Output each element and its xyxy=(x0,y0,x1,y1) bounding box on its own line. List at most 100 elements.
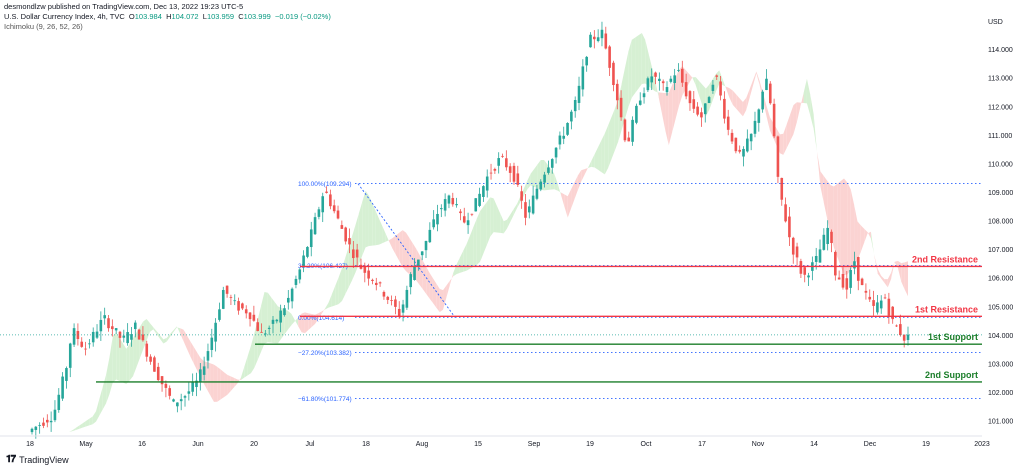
cloud-segment xyxy=(739,98,743,117)
cloud-segment xyxy=(109,335,113,395)
cloud-segment xyxy=(715,70,720,92)
brand-name[interactable]: TradingView xyxy=(19,454,69,465)
candle-body xyxy=(703,103,707,115)
candle-body xyxy=(221,289,225,309)
cloud-segment xyxy=(163,337,167,344)
cloud-segment xyxy=(122,343,127,385)
cloud-segment xyxy=(584,167,588,175)
cloud-segment xyxy=(800,93,804,108)
candle-body xyxy=(34,426,38,430)
cloud-segment xyxy=(840,178,844,276)
cloud-segment xyxy=(358,202,363,265)
x-tick-label: Oct xyxy=(641,441,652,448)
candle-body xyxy=(179,399,183,402)
candle-body xyxy=(260,331,263,333)
candle-body xyxy=(440,208,443,210)
cloud-segment xyxy=(614,99,619,151)
candle-body xyxy=(650,76,654,83)
cloud-segment xyxy=(301,312,305,334)
candle-body xyxy=(768,83,772,104)
candle-body xyxy=(286,297,290,303)
candle-body xyxy=(111,326,114,330)
cloud-segment xyxy=(591,154,595,168)
candle-body xyxy=(543,174,546,183)
indicator-line[interactable]: Ichimoku (9, 26, 52, 26) xyxy=(4,22,83,31)
cloud-segment xyxy=(463,243,467,272)
cloud-segment xyxy=(230,376,235,391)
candle-body xyxy=(734,137,738,152)
candle-body xyxy=(447,195,451,204)
cloud-segment xyxy=(146,319,150,341)
cloud-segment xyxy=(79,423,83,429)
currency-label: USD xyxy=(988,19,1003,26)
cloud-segment xyxy=(170,330,174,337)
candle-body xyxy=(631,119,634,142)
candle-body xyxy=(612,62,615,86)
cloud-segment xyxy=(554,173,558,191)
cloud-segment xyxy=(527,173,531,190)
cloud-segment xyxy=(486,197,491,245)
cloud-segment xyxy=(729,88,733,105)
y-tick-label: 105.000 xyxy=(988,304,1013,311)
cloud-segment xyxy=(604,125,609,175)
cloud-segment xyxy=(129,338,134,381)
cloud-segment xyxy=(658,92,663,115)
candle-body xyxy=(730,132,734,142)
cloud-segment xyxy=(749,80,754,98)
cloud-segment xyxy=(311,313,316,328)
cloud-segment xyxy=(567,189,572,218)
tradingview-logo-icon[interactable]: 𝟏𝟕 xyxy=(6,454,16,465)
cloud-segment xyxy=(662,92,666,131)
support-resistance-levels: 2nd Resistance106.3961st Resistance104.6… xyxy=(0,254,1017,387)
cloud-segment xyxy=(847,182,851,275)
cloud-segment xyxy=(399,230,403,267)
candle-body xyxy=(244,309,248,314)
candle-body xyxy=(405,289,409,308)
cloud-segment xyxy=(587,160,592,168)
cloud-segment xyxy=(240,366,245,380)
candle-body xyxy=(757,109,761,123)
candle-body xyxy=(692,99,696,109)
cloud-segment xyxy=(571,182,575,209)
cloud-segment xyxy=(699,80,703,106)
candle-body xyxy=(474,198,478,212)
cloud-segment xyxy=(298,313,302,333)
fibonacci-levels: 100.00%(109.294)38.20%(106.427)0.00%(104… xyxy=(298,181,982,403)
cloud-segment xyxy=(628,39,632,108)
cloud-segment xyxy=(422,260,427,294)
y-tick-label: 113.000 xyxy=(988,76,1013,83)
cloud-segment xyxy=(786,114,791,149)
footer: 𝟏𝟕 TradingView xyxy=(6,454,69,465)
candle-body xyxy=(420,251,424,256)
cloud-segment xyxy=(432,278,437,308)
cloud-segment xyxy=(405,232,410,275)
cloud-segment xyxy=(186,335,191,357)
cloud-segment xyxy=(746,89,750,110)
candle-body xyxy=(470,213,474,215)
x-tick-label: Aug xyxy=(416,441,429,448)
candle-body xyxy=(371,279,374,281)
candle-body xyxy=(895,325,898,327)
cloud-segment xyxy=(624,51,629,119)
cloud-segment xyxy=(439,288,444,313)
candle-body xyxy=(355,249,359,258)
candle-body xyxy=(38,425,41,426)
candle-body xyxy=(206,351,210,361)
cloud-segment xyxy=(709,79,713,110)
candle-body xyxy=(665,87,669,93)
cloud-segment xyxy=(496,205,501,233)
cloud-segment xyxy=(510,208,514,222)
candle-body xyxy=(218,309,221,320)
candle-body xyxy=(608,46,611,68)
candle-body xyxy=(397,308,401,317)
candle-body xyxy=(635,105,638,123)
cloud-segment xyxy=(106,357,110,404)
cloud-segment xyxy=(224,372,228,398)
symbol-name: U.S. Dollar Currency Index, 4h, TVC xyxy=(4,12,125,21)
candle-body xyxy=(279,310,282,323)
candle-body xyxy=(126,332,129,344)
candle-body xyxy=(283,308,286,316)
candle-body xyxy=(776,136,780,177)
cloud-segment xyxy=(904,261,908,297)
